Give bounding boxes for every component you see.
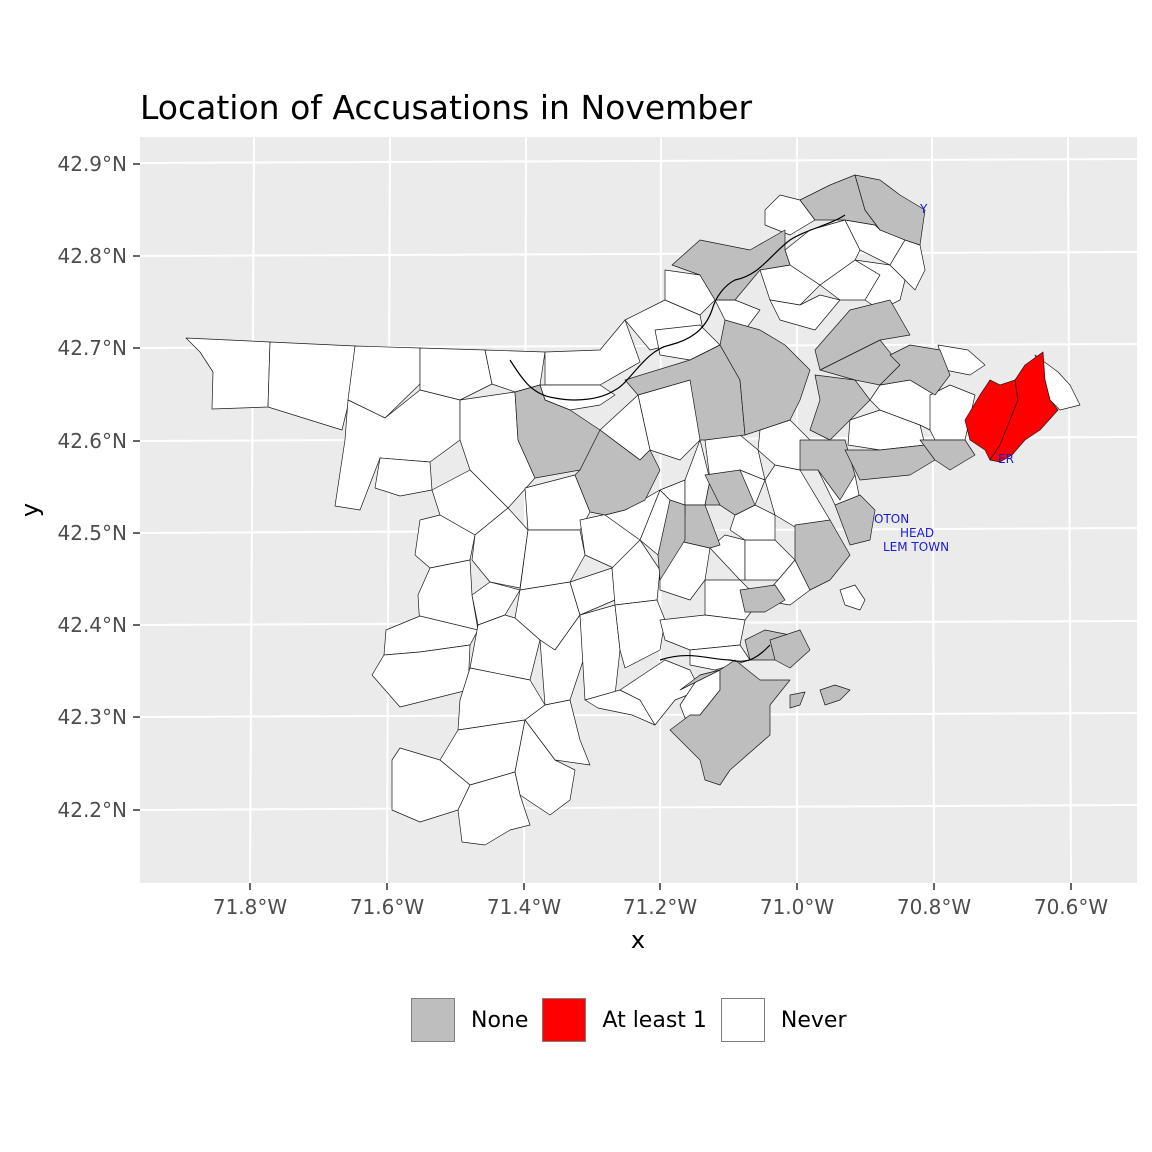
- legend-label: Never: [780, 1007, 847, 1033]
- x-axis-title: x: [631, 926, 645, 954]
- x-tick-label: 71.2°W: [623, 895, 698, 919]
- town-region: [574, 429, 661, 516]
- town-region: [267, 341, 356, 431]
- town-region: [919, 439, 976, 471]
- town-region: [671, 229, 791, 301]
- legend-label: At least 1: [602, 1007, 707, 1033]
- legend-item-none: None: [411, 998, 528, 1042]
- town-region: [611, 539, 661, 606]
- town-region: [669, 659, 791, 786]
- town-region: [839, 584, 866, 611]
- x-tick-label: 71.0°W: [760, 895, 835, 919]
- y-tick-label: 42.4°N: [58, 613, 128, 637]
- y-tick-label: 42.7°N: [58, 336, 128, 360]
- y-tick-label: 42.6°N: [58, 429, 128, 453]
- rivers: [509, 214, 846, 662]
- town-region: [819, 684, 851, 706]
- town-region: [879, 344, 951, 396]
- y-tick-label: 42.5°N: [58, 521, 128, 545]
- town-region: [794, 519, 851, 591]
- plot-title: Location of Accusations in November: [140, 88, 753, 127]
- town-region: [769, 629, 811, 669]
- legend-item-at-least-1: At least 1: [542, 998, 707, 1042]
- legend-key-at-least-1: [542, 998, 587, 1042]
- town-region: [799, 439, 856, 501]
- y-axis-title: y: [16, 503, 44, 517]
- town-region: [789, 691, 806, 709]
- town-label: Y: [919, 202, 928, 216]
- towns-at-least-1: [964, 351, 1059, 463]
- legend: None At least 1 Never: [411, 997, 861, 1043]
- town-region: [657, 499, 686, 581]
- town-region: [347, 345, 421, 419]
- town-region: [471, 581, 521, 626]
- town-region: [739, 584, 786, 613]
- town-region: [579, 604, 621, 701]
- town-region: [664, 269, 716, 316]
- town-region: [374, 457, 433, 497]
- y-tick-label: 42.8°N: [58, 244, 128, 268]
- x-axis: 71.8°W 71.6°W 71.4°W 71.2°W 71.0°W 70.8°…: [213, 883, 1109, 919]
- y-tick-label: 42.9°N: [58, 152, 128, 176]
- town-region: [704, 469, 756, 516]
- town-region: [809, 374, 871, 441]
- town-region: [719, 319, 811, 436]
- town-region: [814, 299, 911, 371]
- x-tick-label: 70.8°W: [897, 895, 972, 919]
- town-label: LEM TOWN: [883, 540, 949, 554]
- town-region: [624, 344, 746, 441]
- town-region: [514, 719, 576, 816]
- town-label: ER: [998, 452, 1014, 466]
- town-region: [457, 771, 531, 846]
- legend-item-never: Never: [720, 998, 847, 1042]
- town-region: [834, 494, 876, 546]
- town-region: [854, 174, 926, 246]
- town-region: [989, 351, 1059, 463]
- y-tick-label: 42.3°N: [58, 705, 128, 729]
- towns-none: [514, 174, 976, 786]
- y-tick-label: 42.2°N: [58, 798, 128, 822]
- town-region: [371, 644, 471, 708]
- y-axis: 42.9°N 42.8°N 42.7°N 42.6°N 42.5°N 42.4°…: [58, 152, 140, 822]
- x-tick-label: 71.8°W: [213, 895, 288, 919]
- legend-key-none: [411, 998, 455, 1042]
- town-region: [614, 599, 666, 669]
- town-label: OTON: [874, 512, 909, 526]
- town-region: [519, 529, 586, 591]
- town-region: [419, 347, 493, 401]
- legend-key-never: [720, 998, 765, 1042]
- x-tick-label: 71.4°W: [487, 895, 562, 919]
- town-label: HEAD: [900, 526, 934, 540]
- x-tick-label: 71.6°W: [350, 895, 425, 919]
- legend-label: None: [471, 1007, 529, 1033]
- x-tick-label: 70.6°W: [1034, 895, 1109, 919]
